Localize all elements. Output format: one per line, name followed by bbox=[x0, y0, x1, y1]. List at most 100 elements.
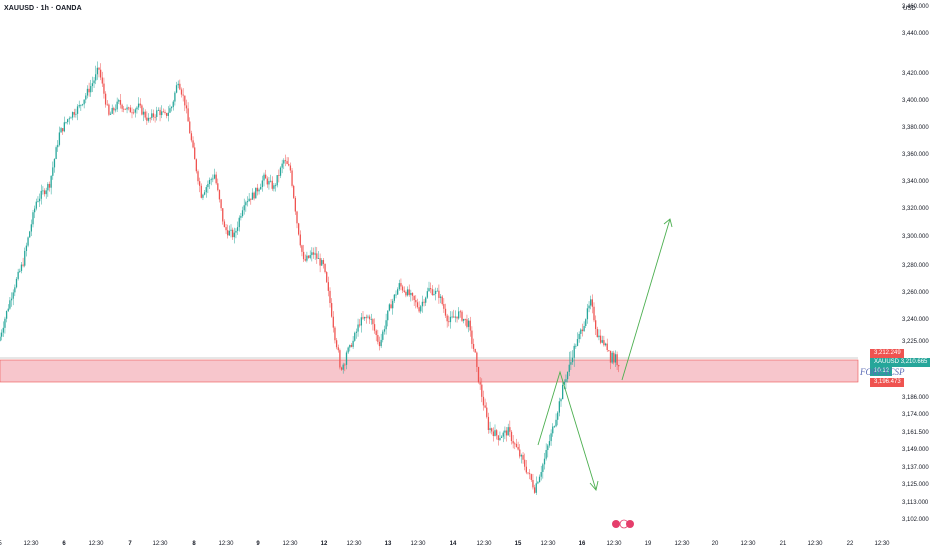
candle-body bbox=[250, 198, 252, 200]
price-tick-label: 3,440.000 bbox=[902, 31, 929, 37]
candle-body bbox=[509, 427, 511, 432]
candle-body bbox=[324, 263, 326, 273]
time-tick-label: 13 bbox=[385, 541, 392, 547]
projection-arrows[interactable] bbox=[537, 218, 673, 491]
time-tick-label: 12:30 bbox=[152, 541, 168, 547]
candle-body bbox=[246, 201, 249, 203]
candle-body bbox=[208, 179, 211, 185]
candle-body bbox=[144, 111, 146, 118]
up-arrow[interactable] bbox=[621, 218, 671, 381]
candle-body bbox=[560, 399, 562, 402]
candle-body bbox=[166, 113, 168, 116]
candle-body bbox=[519, 449, 521, 457]
candle-body bbox=[496, 430, 498, 436]
price-tick-label: 3,380.000 bbox=[902, 125, 929, 131]
candle-body bbox=[548, 441, 551, 446]
candle-body bbox=[510, 431, 513, 442]
candle-body bbox=[505, 430, 508, 436]
candle-body bbox=[307, 255, 310, 258]
candle-body bbox=[25, 245, 28, 251]
candle-body bbox=[340, 367, 343, 370]
candle-body bbox=[378, 341, 381, 347]
down-arrow[interactable] bbox=[537, 370, 597, 491]
price-tick-label: 3,102.000 bbox=[902, 517, 929, 523]
candle-body bbox=[258, 189, 260, 192]
candle-body bbox=[34, 208, 36, 213]
candle-body bbox=[319, 258, 321, 266]
candle-body bbox=[533, 487, 536, 493]
time-tick-label: 12:30 bbox=[807, 541, 823, 547]
zone-rect[interactable] bbox=[0, 359, 859, 383]
candle-body bbox=[562, 384, 564, 400]
candle-body bbox=[55, 147, 57, 159]
countdown-tag: 10:12 bbox=[870, 367, 893, 376]
symbol-title[interactable]: XAUUSD · 1h · OANDA bbox=[4, 5, 82, 12]
candle-body bbox=[596, 329, 598, 338]
candle-body bbox=[613, 352, 615, 363]
candle-body bbox=[360, 317, 362, 326]
up-arrow-head bbox=[663, 218, 673, 228]
candle-body bbox=[35, 201, 37, 209]
price-tick-label: 3,280.000 bbox=[902, 263, 929, 269]
candle-body bbox=[431, 289, 433, 295]
time-axis[interactable]: 5 12:30 6 12:30 7 12:30 8 12:30 9 12:30 12 12:30 13 1… bbox=[0, 541, 890, 547]
candle-body bbox=[514, 443, 516, 445]
candle-body bbox=[357, 324, 359, 332]
candle-body bbox=[32, 212, 34, 225]
candle-body bbox=[390, 304, 392, 309]
price-axis[interactable]: 3,460.000 3,440.000 3,420.000 3,400.000 3,38… bbox=[902, 4, 929, 523]
candle-body bbox=[182, 94, 184, 96]
candle-body bbox=[563, 381, 565, 385]
candle-body bbox=[223, 221, 226, 228]
candle-body bbox=[81, 104, 84, 106]
candle-body bbox=[591, 299, 593, 307]
candle-body bbox=[68, 118, 70, 120]
candle-body bbox=[184, 95, 186, 106]
candle-body bbox=[278, 175, 280, 176]
candle-body bbox=[9, 300, 11, 309]
candle-body bbox=[114, 109, 117, 111]
candle-body bbox=[443, 304, 445, 309]
candle-body bbox=[106, 104, 108, 106]
candle-body bbox=[253, 192, 255, 199]
candle-body bbox=[517, 447, 519, 450]
candle-body bbox=[484, 405, 486, 408]
candle-body bbox=[195, 159, 197, 172]
candle-body bbox=[131, 112, 133, 114]
candle-body bbox=[362, 317, 364, 319]
forexcsp-watermark: FOREXCSP bbox=[860, 367, 905, 377]
candle-body bbox=[213, 174, 216, 179]
candle-body bbox=[47, 183, 49, 191]
candle-body bbox=[88, 88, 90, 93]
candle-body bbox=[428, 288, 430, 292]
candle-body bbox=[70, 117, 72, 119]
time-tick-label: 12:30 bbox=[346, 541, 362, 547]
candle-body bbox=[337, 347, 339, 351]
candle-body bbox=[321, 260, 323, 266]
price-tag-upper: 3,212.249 bbox=[870, 349, 904, 358]
candle-body bbox=[345, 352, 348, 365]
candle-body bbox=[281, 163, 283, 168]
time-tick-label: 8 bbox=[192, 541, 196, 547]
time-tick-label: 15 bbox=[515, 541, 522, 547]
candle-body bbox=[482, 396, 485, 406]
price-tick-label: 3,225.000 bbox=[902, 339, 929, 345]
candle-body bbox=[139, 103, 141, 106]
economic-event-icon[interactable] bbox=[612, 519, 634, 529]
candle-body bbox=[367, 316, 369, 318]
candle-body bbox=[311, 252, 313, 256]
candle-body bbox=[190, 133, 193, 141]
time-tick-label: 12:30 bbox=[88, 541, 104, 547]
candle-body bbox=[418, 307, 420, 312]
candle-body bbox=[210, 179, 212, 181]
candle-body bbox=[273, 185, 275, 189]
candle-body bbox=[111, 107, 113, 114]
candle-body bbox=[309, 255, 311, 258]
candle-body bbox=[344, 364, 346, 366]
candle-body bbox=[126, 107, 128, 110]
candle-body bbox=[598, 335, 600, 338]
candle-body bbox=[581, 329, 584, 332]
candle-body bbox=[439, 296, 442, 298]
candle-body bbox=[525, 466, 527, 473]
